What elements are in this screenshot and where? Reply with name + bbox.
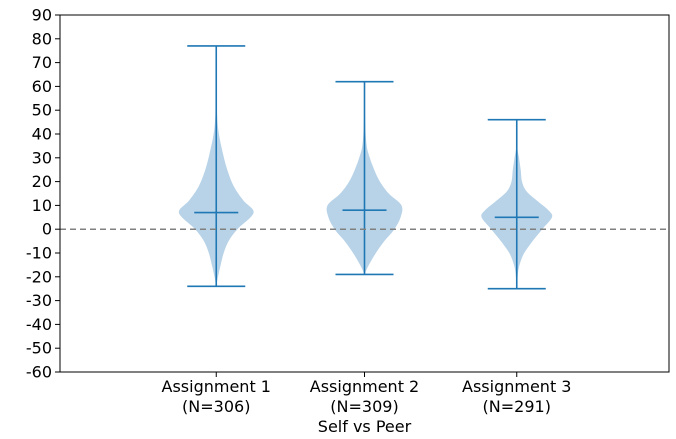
violin-2: [326, 80, 403, 276]
y-axis: -60 -50 -40 -30 -20 -10 0 10 20 30 40 50 60 70 80 90: [26, 6, 60, 382]
y-tick-label: 30: [32, 148, 52, 167]
violins-layer: [178, 45, 553, 290]
y-tick-label: 60: [32, 77, 52, 96]
y-tick-label: -30: [26, 291, 52, 310]
x-tick-count-label: (N=306): [182, 397, 250, 416]
x-tick-count-label: (N=309): [330, 397, 398, 416]
y-tick-label: 40: [32, 125, 52, 144]
x-tick-label: Assignment 3: [462, 377, 571, 396]
violin-1: [178, 45, 254, 288]
y-tick-label: 0: [42, 220, 52, 239]
y-tick-label: -40: [26, 315, 52, 334]
y-tick-label: 20: [32, 172, 52, 191]
y-tick-label: -10: [26, 244, 52, 263]
x-tick-label: Assignment 2: [310, 377, 419, 396]
x-axis: Assignment 1(N=306) Assignment 2(N=309) As…: [162, 372, 571, 416]
plot-frame: [59, 14, 670, 373]
y-tick-label: 80: [32, 29, 52, 48]
y-tick-label: 10: [32, 196, 52, 215]
y-tick-label: 90: [32, 6, 52, 25]
x-axis-title: Self vs Peer: [318, 417, 412, 436]
x-tick-label: Assignment 1: [162, 377, 271, 396]
y-tick-label: -60: [26, 363, 52, 382]
violin-3: [481, 118, 553, 290]
x-tick-count-label: (N=291): [483, 397, 551, 416]
y-tick-label: 70: [32, 53, 52, 72]
y-tick-label: 50: [32, 101, 52, 120]
y-tick-label: -50: [26, 339, 52, 358]
y-tick-label: -20: [26, 267, 52, 286]
